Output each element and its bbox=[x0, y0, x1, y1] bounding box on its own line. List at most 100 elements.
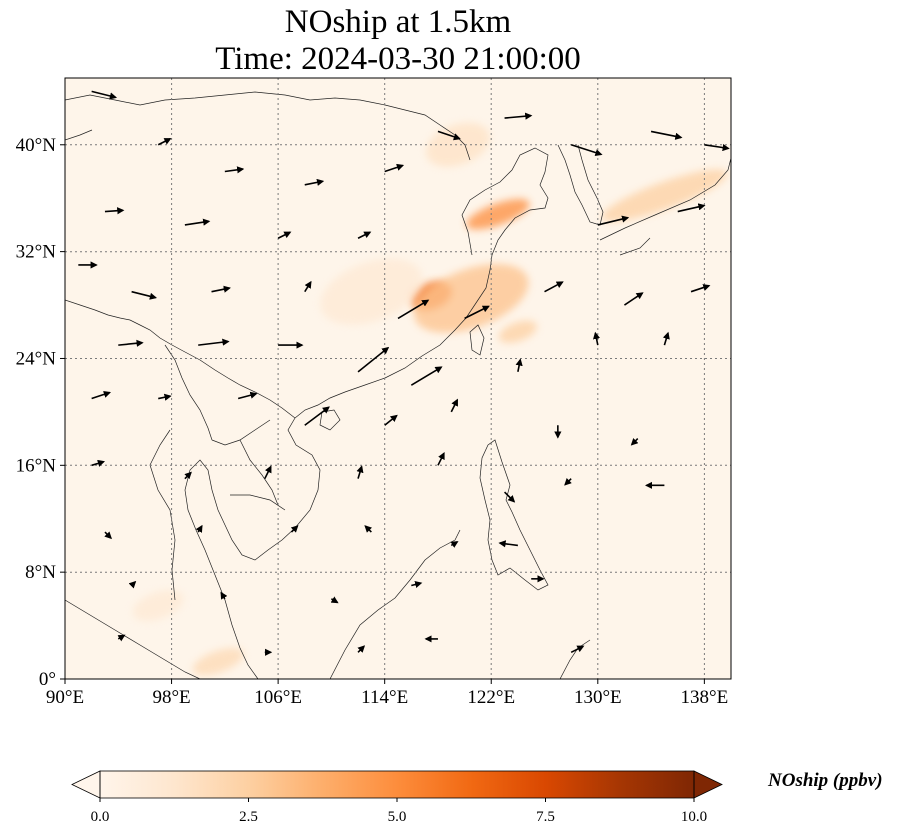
wind-vector-arrow bbox=[184, 218, 211, 226]
wind-vector-arrow bbox=[104, 207, 125, 215]
concentration-hotspot bbox=[601, 169, 728, 222]
x-tick-label: 130°E bbox=[574, 687, 622, 708]
wind-vector-arrow bbox=[450, 541, 459, 548]
indochina-coastline bbox=[184, 417, 321, 679]
japan-coastline bbox=[599, 157, 731, 256]
y-tick-label: 8°N bbox=[25, 562, 56, 583]
concentration-hotspot bbox=[498, 320, 537, 343]
x-tick-label: 98°E bbox=[152, 687, 190, 708]
wind-vector-arrow bbox=[131, 290, 157, 300]
wind-vector-arrow bbox=[570, 144, 603, 157]
wind-vector-arrow bbox=[384, 414, 398, 426]
map-frame bbox=[64, 77, 732, 680]
wind-vector-arrow bbox=[118, 339, 144, 347]
wind-vector-arrow bbox=[104, 531, 112, 540]
hainan-coastline bbox=[319, 409, 341, 431]
wind-vector-arrow bbox=[356, 465, 364, 479]
wind-vector-arrow bbox=[437, 452, 445, 466]
wind-vector-arrow bbox=[211, 285, 231, 293]
colorbar-max-extend bbox=[693, 770, 723, 799]
concentration-hotspot bbox=[192, 648, 244, 676]
wind-vector-arrow bbox=[91, 390, 112, 400]
map-title-line-1: NOship at 1.5km bbox=[284, 4, 512, 40]
wind-vector-arrow bbox=[650, 130, 683, 140]
concentration-hotspot bbox=[425, 122, 490, 167]
wind-vector-arrow bbox=[198, 338, 230, 346]
wind-vector-arrow bbox=[224, 166, 245, 174]
wind-vector-arrow bbox=[277, 231, 292, 239]
burma-coastline bbox=[149, 429, 176, 601]
concentration-hotspot bbox=[466, 199, 530, 230]
wind-vector-arrow bbox=[357, 231, 372, 239]
wind-vector-arrow bbox=[437, 130, 461, 141]
wind-vector-arrow bbox=[128, 580, 137, 589]
new-guinea-coastline bbox=[559, 639, 591, 679]
y-axis-ticks: 0° 8°N 16°N 24°N 32°N 40°N bbox=[16, 135, 65, 690]
map-title-line-2: Time: 2024-03-30 21:00:00 bbox=[215, 41, 581, 77]
wind-vector-arrow bbox=[564, 478, 572, 486]
colorbar-tick-label: 0.0 bbox=[91, 809, 110, 825]
wind-vector-arrow bbox=[544, 281, 564, 293]
wind-vector-arrow bbox=[195, 524, 203, 533]
x-axis-ticks: 90°E 98°E 106°E 114°E 122°E 130°E 138°E bbox=[46, 679, 728, 708]
wind-vector-arrow bbox=[384, 163, 405, 173]
y-tick-label: 24°N bbox=[16, 348, 57, 369]
wind-vector-arrow bbox=[91, 90, 118, 100]
wind-vector-arrow bbox=[704, 143, 730, 152]
colorbar-min-extend bbox=[71, 770, 101, 799]
wind-vector-arrow bbox=[364, 525, 372, 533]
y-tick-label: 0° bbox=[39, 669, 56, 690]
sumatra-coastline bbox=[65, 599, 201, 679]
wind-vector-arrow bbox=[330, 596, 339, 604]
colorbar-ticks: 0.0 2.5 5.0 7.5 10.0 bbox=[91, 798, 707, 825]
wind-vector-arrow bbox=[158, 393, 172, 401]
wind-vector-arrow bbox=[690, 284, 711, 293]
wind-vector-arrow bbox=[91, 459, 106, 467]
coastlines bbox=[65, 91, 731, 679]
wind-vector-arrow bbox=[397, 299, 430, 320]
wind-vector-arrow bbox=[117, 634, 126, 642]
borneo-coastline bbox=[329, 529, 461, 679]
wind-vector-arrow bbox=[290, 525, 299, 533]
wind-vector-arrow bbox=[220, 591, 228, 600]
y-tick-label: 40°N bbox=[16, 135, 57, 156]
concentration-hotspot bbox=[320, 258, 423, 325]
wind-vector-arrow bbox=[157, 138, 172, 146]
colorbar: 0.0 2.5 5.0 7.5 10.0 bbox=[71, 770, 723, 825]
concentration-hotspot bbox=[132, 590, 184, 622]
wind-vector-arrow bbox=[597, 215, 630, 226]
x-tick-label: 90°E bbox=[46, 687, 84, 708]
x-tick-label: 114°E bbox=[361, 687, 408, 708]
concentration-hotspot bbox=[414, 263, 529, 333]
wind-vector-arrow bbox=[450, 398, 458, 413]
x-tick-label: 122°E bbox=[467, 687, 515, 708]
wind-vector-arrow bbox=[662, 331, 670, 346]
wind-vector-arrow bbox=[410, 366, 443, 386]
taiwan-coastline bbox=[469, 324, 485, 356]
colorbar-label: NOship (ppbv) bbox=[768, 770, 883, 791]
wind-vector-arrow bbox=[357, 645, 366, 653]
wind-vector-arrow bbox=[184, 471, 192, 480]
colorbar-tick-label: 7.5 bbox=[536, 809, 555, 825]
wind-vector-arrow bbox=[623, 292, 644, 306]
philippines-coastline bbox=[479, 439, 549, 591]
wind-vectors bbox=[78, 90, 730, 656]
korea-coastline bbox=[557, 144, 604, 226]
wind-vector-arrow bbox=[304, 280, 312, 293]
wind-vector-arrow bbox=[630, 437, 639, 446]
x-tick-label: 138°E bbox=[681, 687, 729, 708]
wind-vector-arrow bbox=[515, 358, 523, 372]
wind-vector-arrow bbox=[264, 465, 272, 480]
wind-vector-arrow bbox=[357, 346, 390, 373]
concentration-field bbox=[132, 122, 728, 676]
china-coastline bbox=[294, 147, 549, 419]
wind-vector-arrow bbox=[411, 581, 423, 589]
wind-vector-arrow bbox=[304, 406, 330, 426]
x-tick-label: 106°E bbox=[254, 687, 302, 708]
wind-vector-arrow bbox=[677, 203, 706, 213]
y-tick-label: 16°N bbox=[16, 455, 57, 476]
wind-vector-arrow bbox=[504, 112, 533, 120]
colorbar-tick-label: 2.5 bbox=[239, 809, 258, 825]
wind-vector-arrow bbox=[592, 331, 601, 346]
